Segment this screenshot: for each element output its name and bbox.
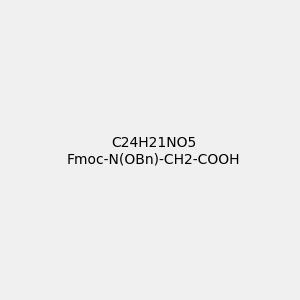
Text: C24H21NO5
Fmoc-N(OBn)-CH2-COOH: C24H21NO5 Fmoc-N(OBn)-CH2-COOH [67,136,241,166]
